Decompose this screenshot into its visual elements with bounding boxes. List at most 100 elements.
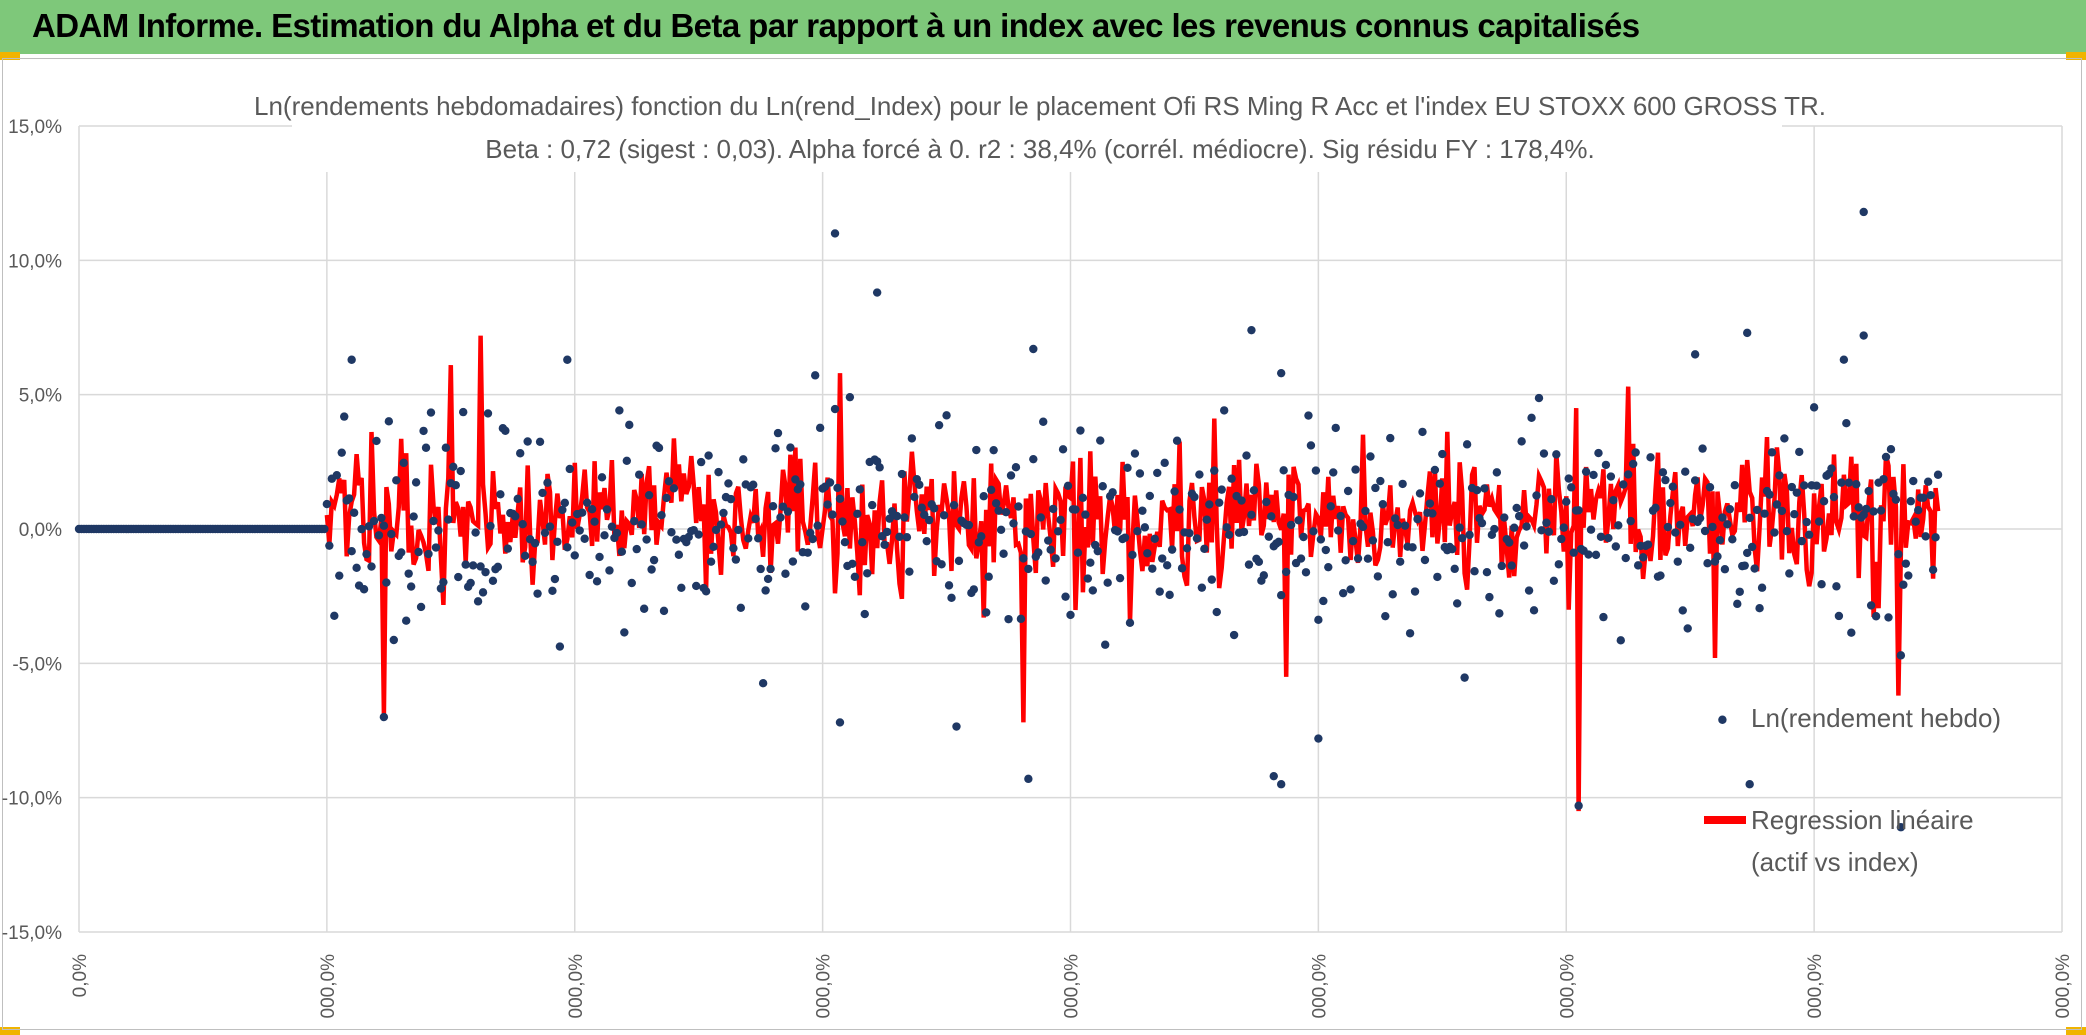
scatter-point — [451, 481, 460, 490]
x-tick-label: 0,0% — [70, 954, 91, 997]
scatter-point — [838, 517, 847, 526]
scatter-point — [1153, 468, 1162, 478]
scatter-point — [1001, 507, 1011, 517]
scatter-point — [1703, 559, 1712, 568]
scatter-point — [1083, 574, 1093, 583]
scatter-point — [1772, 500, 1782, 509]
scatter-point — [1532, 491, 1541, 500]
scatter-point — [823, 500, 832, 509]
scatter-point — [501, 426, 510, 435]
report-banner: ADAM Informe. Estimation du Alpha et du … — [0, 0, 2086, 54]
scatter-point — [1676, 520, 1685, 530]
scatter-point — [1212, 607, 1221, 617]
scatter-point — [1881, 452, 1891, 462]
scatter-point — [1690, 476, 1700, 485]
scatter-point — [620, 628, 629, 637]
scatter-point — [647, 565, 656, 574]
y-tick-label: -5,0% — [12, 654, 62, 675]
scatter-point — [1155, 587, 1164, 596]
scatter-point — [845, 392, 855, 402]
scatter-point — [436, 584, 446, 593]
scatter-point — [907, 434, 917, 443]
scatter-point — [739, 455, 748, 464]
scatter-point — [630, 516, 639, 526]
scatter-point — [1527, 413, 1536, 423]
scatter-point — [1425, 499, 1435, 508]
title-background — [292, 82, 1782, 172]
scatter-point — [766, 564, 775, 574]
scatter-point — [575, 526, 584, 535]
scatter-point — [996, 525, 1006, 535]
scatter-point-outlier — [872, 288, 882, 297]
scatter-point — [657, 511, 666, 520]
scatter-point — [592, 577, 602, 586]
scatter-point — [622, 456, 632, 466]
scatter-point — [1014, 502, 1023, 511]
scatter-point — [954, 556, 964, 566]
scatter-point — [1046, 545, 1055, 554]
scatter-point — [1797, 536, 1806, 546]
scatter-point — [726, 494, 736, 504]
scatter-point — [796, 480, 805, 489]
y-tick-label: 15,0% — [8, 117, 62, 138]
scatter-point — [535, 437, 545, 446]
scatter-point — [595, 552, 604, 562]
scatter-point — [530, 539, 540, 548]
scatter-point — [392, 476, 401, 485]
scatter-point — [1718, 513, 1727, 522]
scatter-point — [1086, 558, 1095, 567]
scatter-point — [1076, 426, 1085, 435]
scatter-point-outlier — [1276, 368, 1286, 378]
scatter-point — [563, 543, 572, 552]
scatter-point — [364, 522, 374, 531]
scatter-point — [786, 443, 795, 452]
scatter-point — [979, 492, 988, 501]
scatter-point — [1103, 578, 1112, 587]
scatter-point — [986, 485, 996, 495]
scatter-point — [1113, 527, 1122, 536]
scatter-point — [1371, 483, 1380, 493]
scatter-point — [1393, 520, 1402, 530]
scatter-point — [788, 557, 798, 566]
scatter-point — [1148, 564, 1157, 573]
scatter-point — [709, 542, 718, 552]
scatter-point — [840, 538, 850, 547]
scatter-point — [880, 540, 889, 549]
scatter-point — [426, 408, 436, 417]
scatter-point-outlier — [1745, 780, 1754, 789]
regression-line — [324, 335, 1941, 812]
scatter-point — [1884, 613, 1893, 622]
scatter-point — [518, 519, 527, 529]
scatter-point — [761, 586, 770, 595]
scatter-point — [481, 567, 490, 577]
scatter-point — [496, 490, 505, 499]
scatter-point — [1795, 447, 1804, 457]
scatter-point — [1341, 556, 1350, 565]
scatter-point — [325, 541, 334, 550]
scatter-point — [1614, 521, 1623, 530]
regression-series — [324, 335, 1941, 812]
scatter-point — [1730, 481, 1740, 490]
scatter-point — [989, 445, 998, 455]
scatter-point — [1197, 583, 1207, 592]
scatter-point — [1837, 478, 1846, 487]
scatter-point — [1428, 509, 1437, 518]
corner-marker-left — [0, 52, 20, 60]
scatter-point — [1410, 587, 1420, 596]
scatter-point — [389, 635, 399, 645]
scatter-point — [654, 443, 664, 453]
scatter-point — [1847, 628, 1856, 637]
scatter-point — [925, 515, 934, 525]
scatter-point — [1534, 393, 1544, 403]
scatter-point — [810, 371, 820, 380]
scatter-point — [1338, 588, 1348, 598]
scatter-point — [1861, 504, 1871, 514]
scatter-point — [1591, 550, 1601, 560]
scatter-point — [1430, 465, 1440, 475]
scatter-point — [359, 585, 369, 594]
scatter-point — [1814, 517, 1824, 526]
scatter-point — [1725, 504, 1735, 514]
scatter-point — [548, 586, 557, 596]
scatter-point — [1695, 513, 1705, 523]
scatter-point — [692, 581, 701, 591]
